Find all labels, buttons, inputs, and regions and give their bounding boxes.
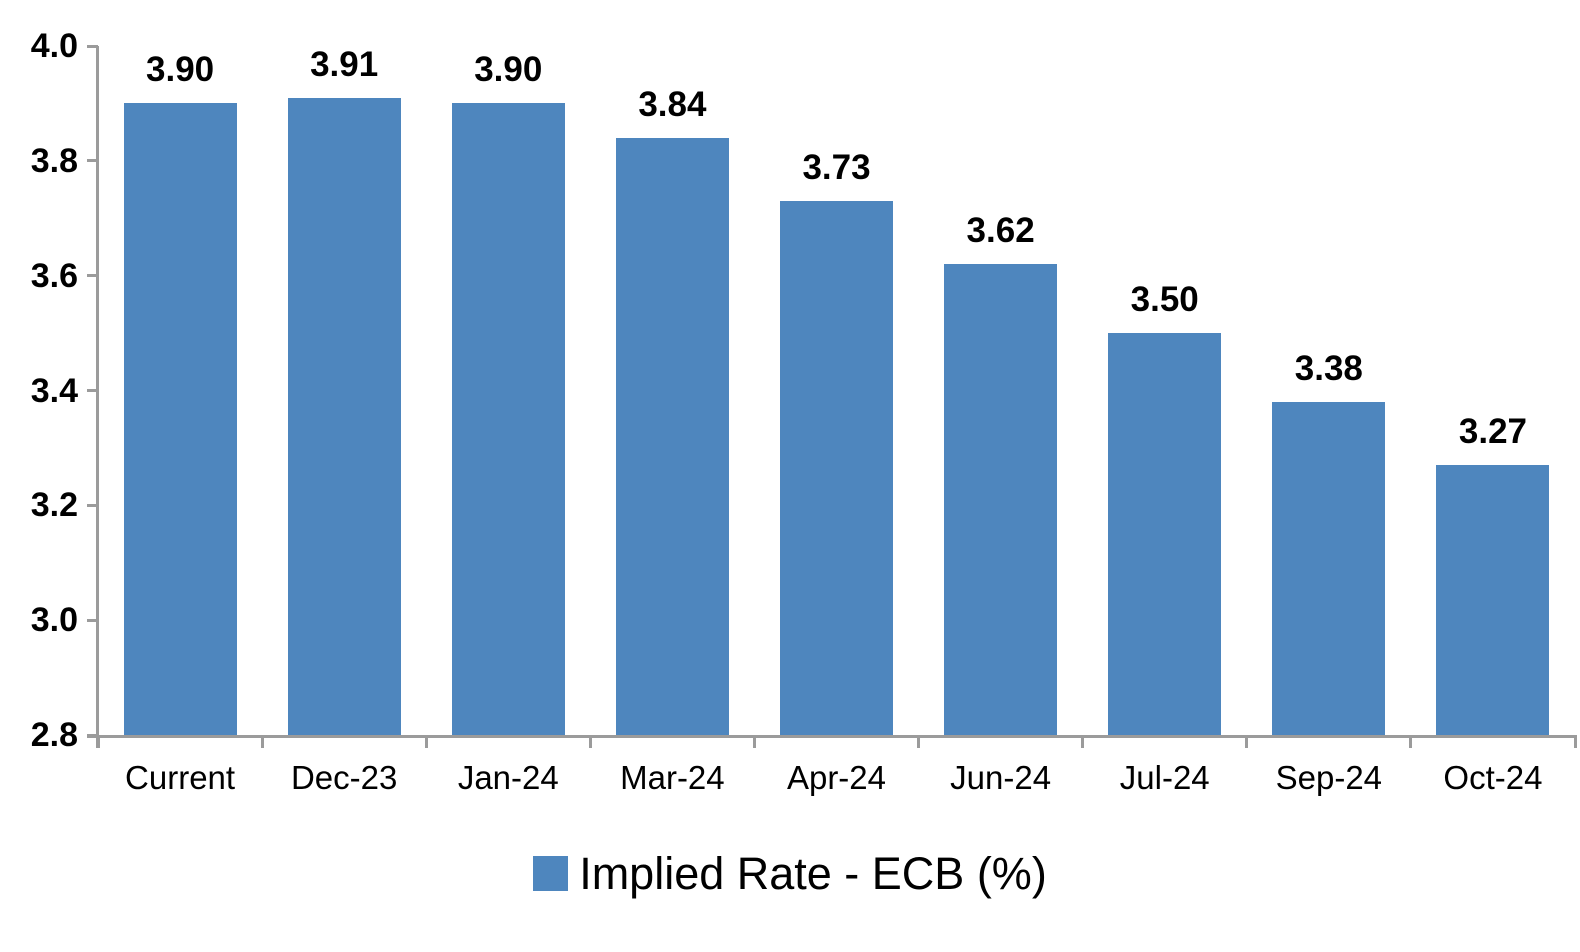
x-tick [260,735,264,748]
x-axis-label: Jun-24 [950,759,1052,796]
y-tick [87,44,98,48]
x-axis-label: Jan-24 [457,759,559,796]
bar-value-label: 3.91 [310,44,379,84]
y-axis-label: 4.0 [30,27,78,65]
x-tick [1409,735,1413,748]
bar-value-label: 3.90 [474,50,543,90]
x-axis-line [87,735,1575,738]
x-axis-label: Jul-24 [1119,759,1210,796]
bar-value-label: 3.90 [146,50,215,90]
bar-value-label: 3.27 [1458,412,1527,452]
y-axis-label: 3.0 [30,601,78,640]
bar [451,103,565,735]
x-axis-label: Sep-24 [1275,759,1383,796]
x-axis-label: Mar-24 [620,759,725,796]
y-axis-label: 2.8 [30,716,78,754]
y-axis-label: 3.6 [30,256,78,295]
x-tick [752,735,756,748]
x-tick [96,735,100,748]
bar [123,103,237,735]
bar [1272,401,1386,735]
x-tick [424,735,428,748]
bar [1436,465,1550,735]
y-tick [87,159,98,163]
bar-value-label: 3.84 [638,84,707,124]
y-tick [87,389,98,392]
legend: Implied Rate - ECB (%) [0,851,1580,896]
bar-value-label: 3.38 [1294,348,1363,388]
x-tick [588,735,592,748]
x-axis-label: Oct-24 [1443,759,1543,796]
x-axis-label: Dec-23 [290,759,398,796]
y-axis-label: 3.4 [30,371,78,410]
bar [944,264,1058,735]
x-tick [1245,735,1249,748]
bar [1108,333,1222,735]
y-axis-label: 3.8 [30,141,78,180]
y-axis-line [96,46,99,748]
x-axis-label: Current [125,759,236,796]
bar-value-label: 3.73 [802,148,871,188]
bar-value-label: 3.50 [1130,280,1199,320]
x-tick [1573,735,1577,748]
y-axis-label: 3.2 [30,486,78,525]
bar-value-label: 3.62 [966,211,1035,251]
x-axis-label: Apr-24 [786,759,887,796]
legend-label: Implied Rate - ECB (%) [579,848,1047,899]
x-tick [1081,735,1085,748]
bar [287,97,401,735]
plot-area: 3.90 3.91 3.90 3.84 3.73 3.62 3.50 3.38 3.27 [98,46,1575,735]
y-tick [87,503,98,507]
y-tick [87,274,98,278]
legend-swatch-icon [533,856,569,891]
bar [780,201,893,735]
x-tick [917,735,921,748]
y-tick [87,618,98,622]
bar [615,137,729,735]
y-tick [87,733,98,737]
